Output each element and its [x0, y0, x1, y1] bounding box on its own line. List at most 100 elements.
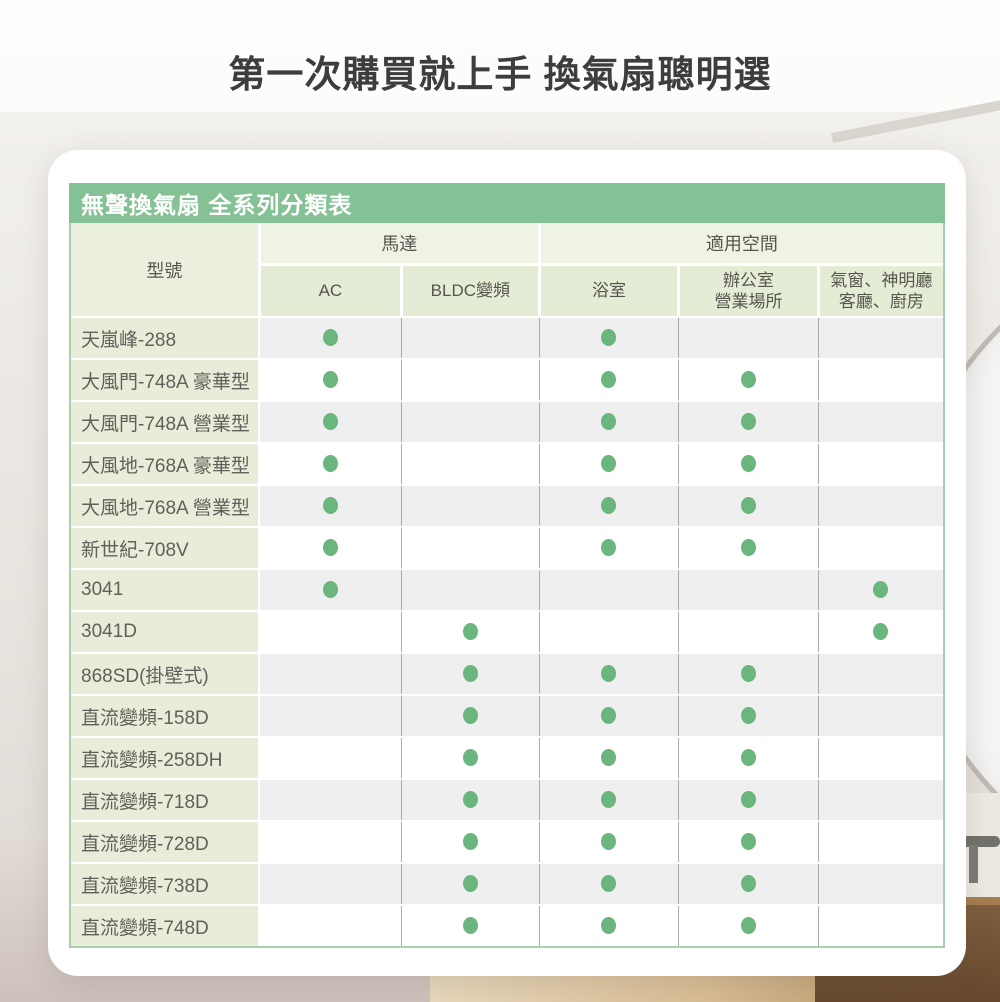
- empty-cell: [817, 694, 943, 737]
- table-row: 直流變頻-718D: [71, 778, 943, 821]
- applicable-dot-icon: [323, 539, 339, 557]
- empty-cell: [817, 526, 943, 569]
- table-banner: 無聲換氣扇 全系列分類表: [69, 183, 945, 223]
- applicable-dot-icon: [601, 707, 617, 725]
- applicable-cell: [678, 652, 819, 695]
- applicable-dot-icon: [462, 875, 478, 893]
- empty-cell: [259, 778, 402, 821]
- applicable-dot-icon: [601, 329, 617, 347]
- applicable-cell: [538, 652, 679, 695]
- empty-cell: [259, 610, 402, 653]
- applicable-dot-icon: [741, 875, 756, 893]
- applicable-cell: [678, 484, 819, 527]
- applicable-dot-icon: [741, 707, 756, 725]
- table-row: 天嵐峰-288: [71, 316, 943, 359]
- applicable-cell: [678, 862, 819, 905]
- col-group-motor: 馬達: [257, 223, 540, 265]
- col-header-bldc: BLDC變頻: [399, 263, 540, 317]
- table-row: 新世紀-708V: [71, 526, 943, 569]
- applicable-cell: [678, 736, 819, 779]
- applicable-cell: [678, 400, 819, 443]
- col-header-ac: AC: [257, 263, 402, 317]
- applicable-dot-icon: [462, 623, 478, 641]
- applicable-dot-icon: [601, 875, 617, 893]
- empty-cell: [400, 484, 540, 527]
- applicable-cell: [538, 820, 679, 863]
- model-name-cell: 大風門-748A 營業型: [71, 400, 261, 443]
- applicable-dot-icon: [601, 413, 617, 431]
- applicable-cell: [817, 610, 943, 653]
- table-row: 直流變頻-258DH: [71, 736, 943, 779]
- empty-cell: [817, 904, 943, 946]
- table-row: 直流變頻-748D: [71, 904, 943, 946]
- applicable-cell: [678, 526, 819, 569]
- empty-cell: [678, 610, 819, 653]
- applicable-cell: [400, 904, 540, 946]
- header-group-row: 型號 馬達 適用空間: [71, 223, 943, 317]
- col-header-model: 型號: [71, 223, 260, 317]
- empty-cell: [817, 820, 943, 863]
- empty-cell: [538, 568, 679, 611]
- applicable-cell: [259, 484, 402, 527]
- applicable-dot-icon: [601, 917, 617, 935]
- applicable-dot-icon: [323, 455, 339, 473]
- applicable-cell: [538, 778, 679, 821]
- page-title: 第一次購買就上手 換氣扇聰明選: [228, 54, 772, 95]
- applicable-cell: [400, 652, 540, 695]
- model-name-cell: 直流變頻-258DH: [71, 736, 261, 779]
- table-row: 直流變頻-728D: [71, 820, 943, 863]
- applicable-dot-icon: [462, 749, 478, 767]
- empty-cell: [538, 610, 679, 653]
- applicable-dot-icon: [323, 581, 339, 599]
- applicable-cell: [259, 358, 402, 401]
- applicable-dot-icon: [873, 623, 889, 641]
- col-header-bathroom: 浴室: [537, 263, 679, 317]
- applicable-cell: [400, 694, 540, 737]
- table-row: 大風地-768A 豪華型: [71, 442, 943, 485]
- empty-cell: [259, 904, 402, 946]
- applicable-dot-icon: [741, 665, 756, 683]
- applicable-cell: [678, 358, 819, 401]
- empty-cell: [400, 316, 540, 359]
- applicable-cell: [538, 400, 679, 443]
- model-name-cell: 新世紀-708V: [71, 526, 261, 569]
- applicable-cell: [538, 526, 679, 569]
- applicable-cell: [538, 442, 679, 485]
- applicable-cell: [538, 316, 679, 359]
- applicable-dot-icon: [601, 833, 617, 851]
- applicable-dot-icon: [873, 581, 889, 599]
- applicable-cell: [259, 568, 402, 611]
- empty-cell: [259, 652, 402, 695]
- applicable-dot-icon: [462, 707, 478, 725]
- table-row: 3041D: [71, 610, 943, 653]
- model-name-cell: 大風門-748A 豪華型: [71, 358, 261, 401]
- empty-cell: [817, 652, 943, 695]
- empty-cell: [678, 568, 819, 611]
- model-name-cell: 直流變頻-748D: [71, 904, 261, 946]
- model-name-cell: 868SD(掛壁式): [71, 652, 261, 695]
- empty-cell: [817, 778, 943, 821]
- applicable-dot-icon: [601, 539, 617, 557]
- applicable-cell: [538, 736, 679, 779]
- applicable-cell: [400, 862, 540, 905]
- empty-cell: [817, 316, 943, 359]
- applicable-cell: [678, 694, 819, 737]
- model-name-cell: 天嵐峰-288: [71, 316, 261, 359]
- applicable-dot-icon: [462, 665, 478, 683]
- applicable-dot-icon: [741, 917, 756, 935]
- applicable-cell: [678, 442, 819, 485]
- empty-cell: [259, 694, 402, 737]
- applicable-dot-icon: [741, 497, 756, 515]
- table-row: 3041: [71, 568, 943, 611]
- applicable-dot-icon: [462, 791, 478, 809]
- applicable-dot-icon: [323, 413, 339, 431]
- model-name-cell: 直流變頻-718D: [71, 778, 261, 821]
- col-group-space: 適用空間: [537, 223, 943, 265]
- model-name-cell: 3041D: [71, 610, 261, 653]
- empty-cell: [400, 358, 540, 401]
- applicable-dot-icon: [741, 371, 756, 389]
- model-name-cell: 3041: [71, 568, 261, 611]
- applicable-dot-icon: [601, 497, 617, 515]
- applicable-dot-icon: [741, 455, 756, 473]
- applicable-dot-icon: [462, 833, 478, 851]
